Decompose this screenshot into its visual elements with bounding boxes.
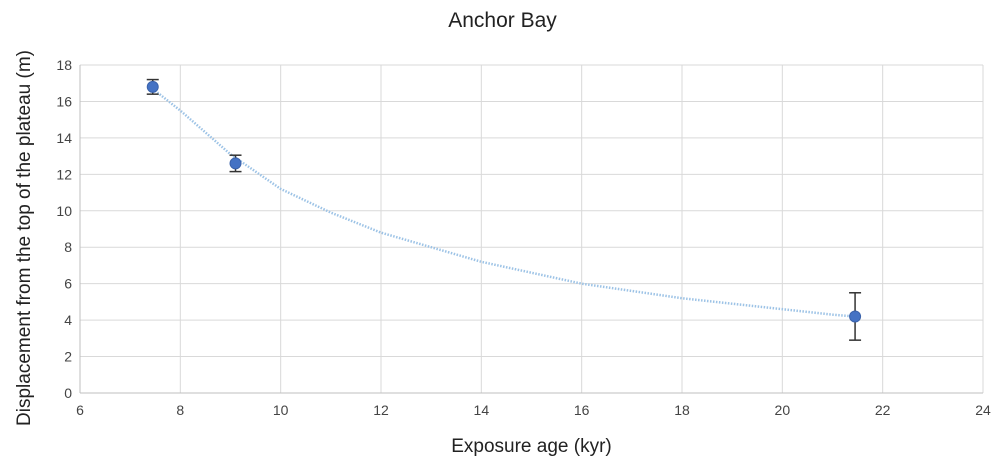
y-tick-label: 14: [56, 130, 72, 146]
y-tick-label: 12: [56, 166, 72, 182]
x-tick-label: 8: [176, 402, 184, 418]
y-tick-label: 2: [64, 349, 72, 365]
data-point: [849, 310, 862, 323]
x-tick-label: 14: [474, 402, 490, 418]
trendline: [149, 85, 856, 318]
x-tick-label: 16: [574, 402, 590, 418]
x-tick-label: 12: [373, 402, 389, 418]
data-point: [146, 80, 159, 93]
data-point: [229, 157, 242, 170]
trendline-curve: [149, 85, 856, 318]
y-tick-label: 16: [56, 93, 72, 109]
data-points: [146, 80, 862, 323]
y-tick-label: 4: [64, 312, 72, 328]
x-tick-label: 22: [875, 402, 891, 418]
y-tick-label: 6: [64, 276, 72, 292]
axes: [79, 65, 983, 394]
gridlines: [80, 64, 984, 393]
x-tick-label: 24: [975, 402, 991, 418]
y-tick-label: 18: [56, 57, 72, 73]
x-tick-label: 20: [775, 402, 791, 418]
x-tick-label: 18: [674, 402, 690, 418]
error-bars: [146, 78, 862, 341]
x-tick-label: 10: [273, 402, 289, 418]
x-tick-label: 6: [76, 402, 84, 418]
y-tick-label: 10: [56, 203, 72, 219]
y-tick-label: 8: [64, 239, 72, 255]
x-axis-label: Exposure age (kyr): [451, 436, 612, 457]
y-tick-label: 0: [64, 385, 72, 401]
chart-title: Anchor Bay: [448, 9, 557, 32]
